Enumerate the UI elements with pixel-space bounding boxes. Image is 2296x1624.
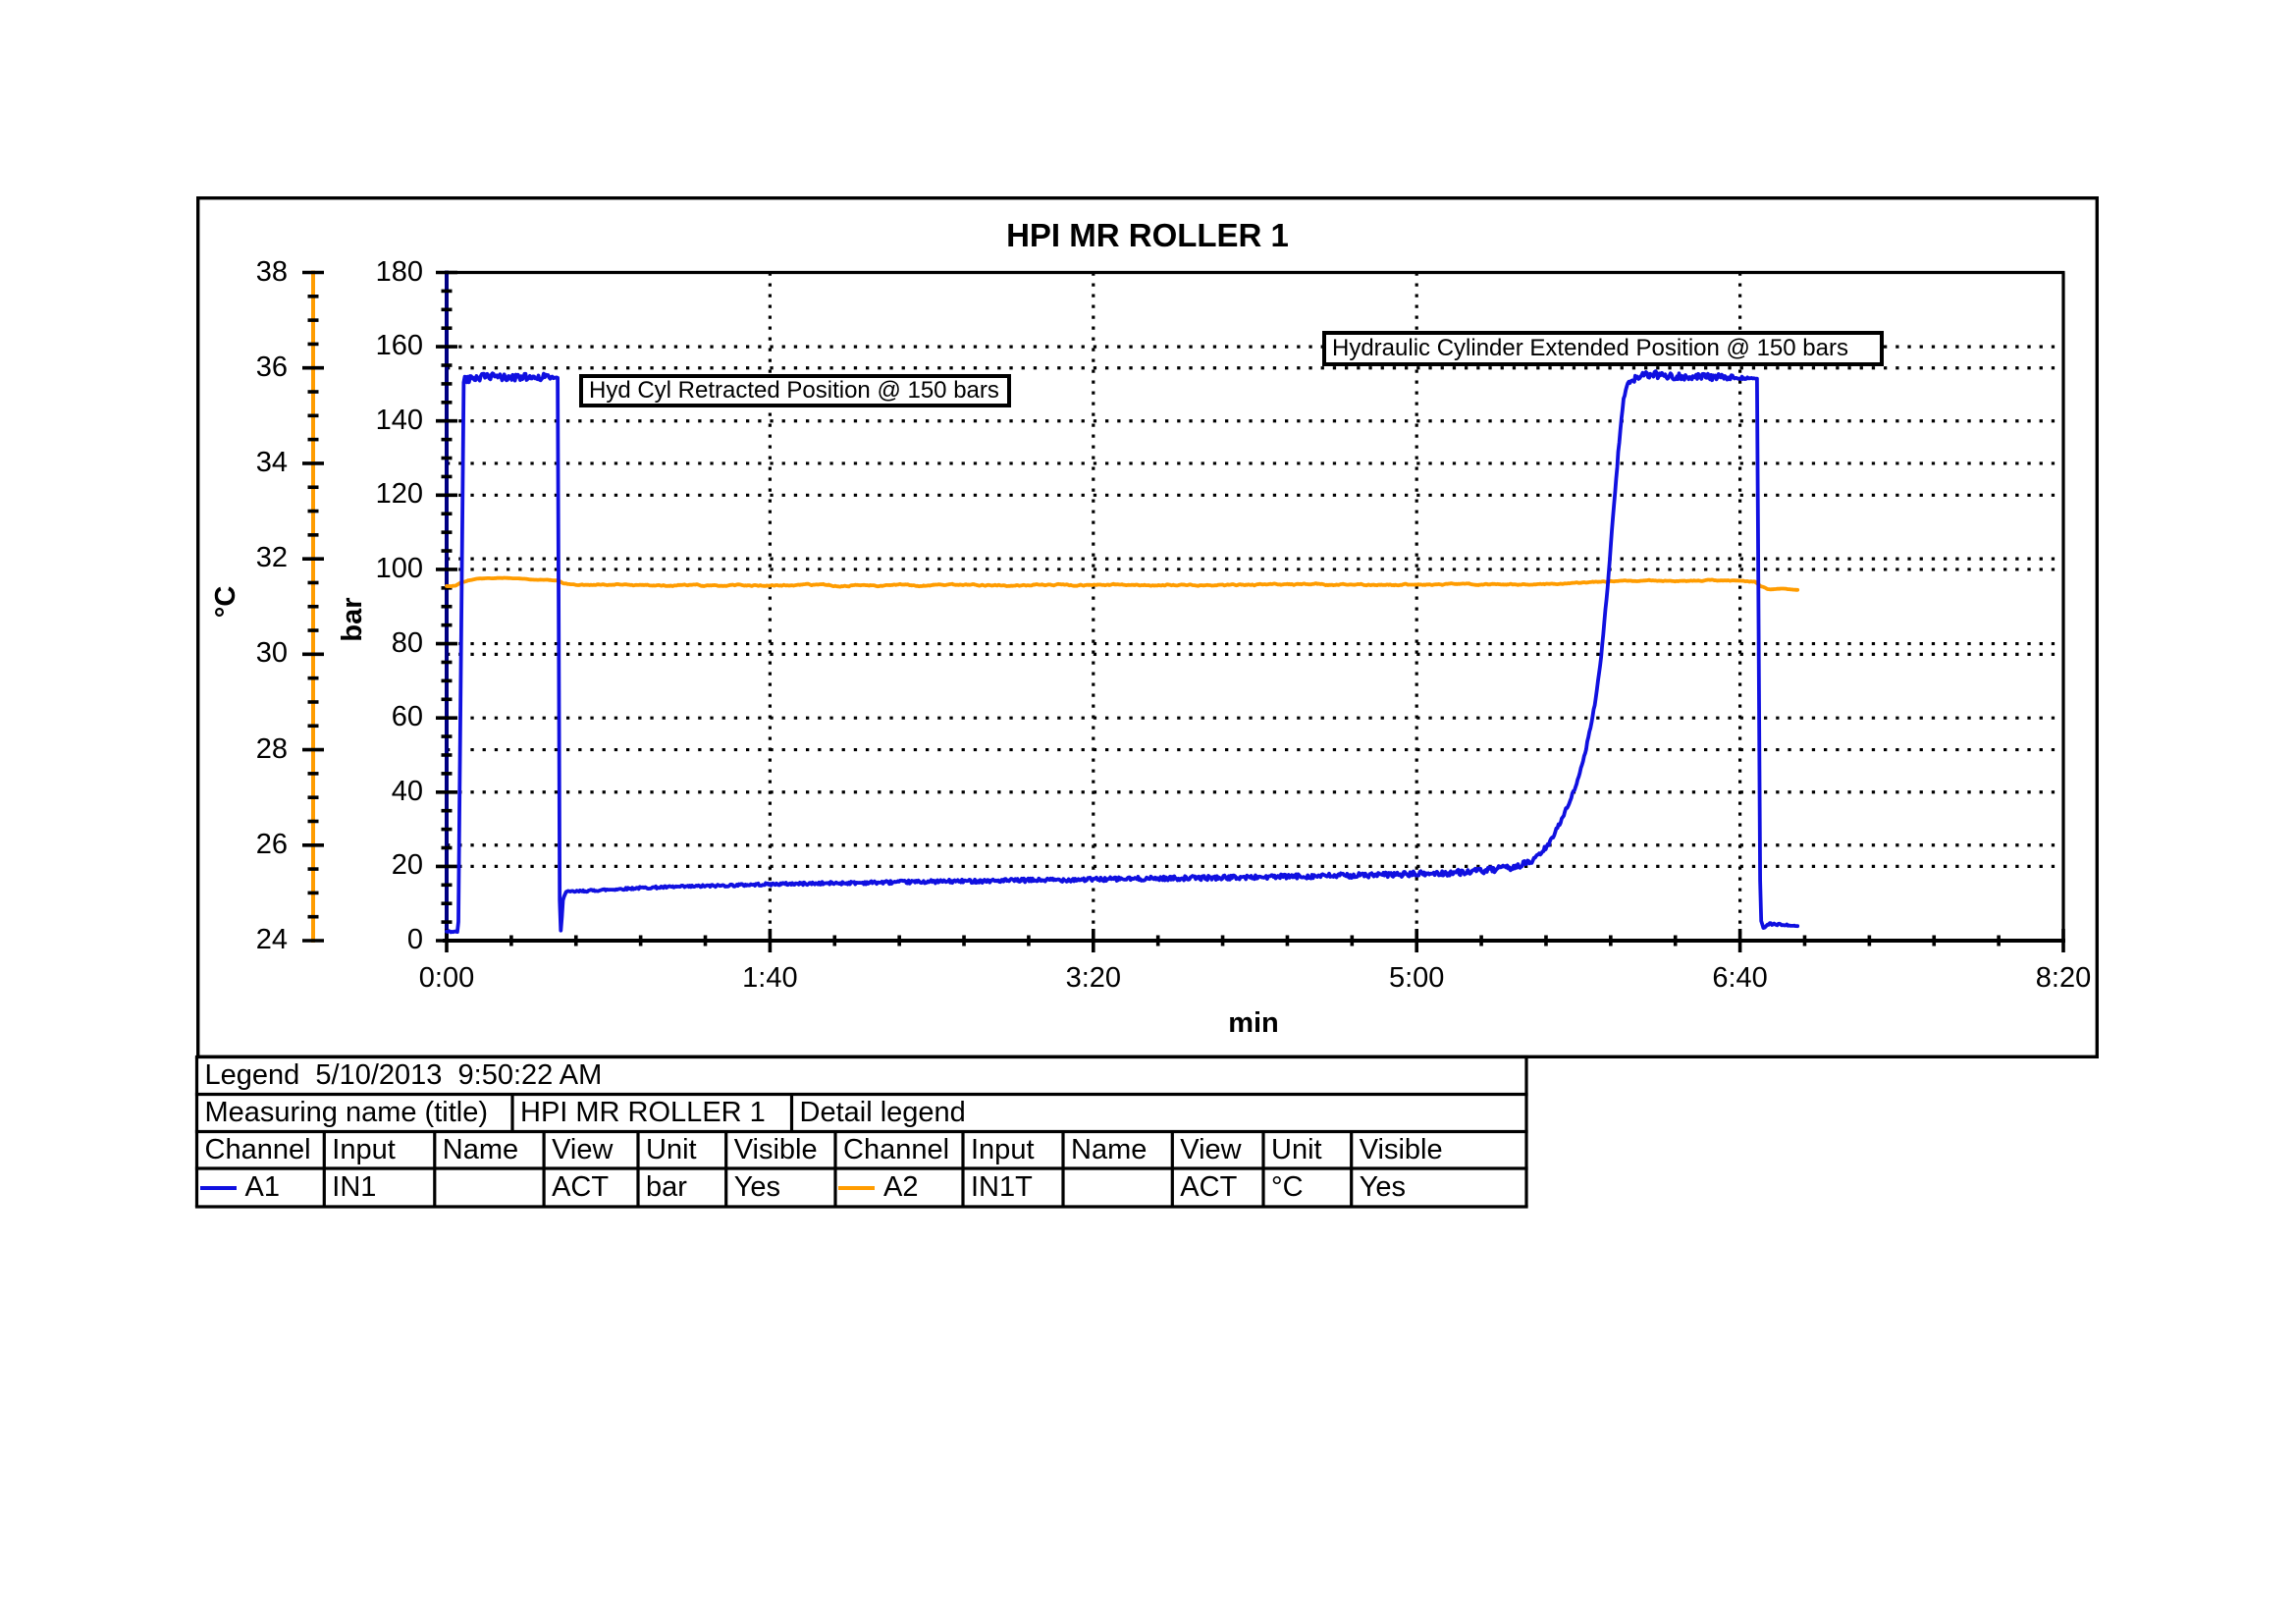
legend-a1-view-cell-text: ACT [552, 1171, 610, 1203]
celsius-tick-label-38: 38 [255, 255, 288, 288]
celsius-tick-label-36: 36 [255, 351, 288, 383]
annotation-extended-position: Hydraulic Cylinder Extended Position @ 1… [1322, 331, 1884, 366]
chart-title: HPI MR ROLLER 1 [1006, 217, 1289, 253]
legend-a2-unit-cell-text: °C [1271, 1171, 1304, 1203]
legend-column-header-channel-1: Channel [197, 1134, 325, 1167]
legend-column-header-input-2: Input [963, 1134, 1063, 1167]
legend-a1-visible-cell: Yes [726, 1170, 835, 1205]
legend-column-header-name-1: Name [435, 1134, 544, 1167]
legend-a2-unit-cell: °C [1263, 1170, 1352, 1205]
bar-tick-label-180: 180 [375, 255, 423, 288]
legend-column-header-view-2-text: View [1180, 1133, 1242, 1165]
legend-a1-channel-cell: A1 [197, 1170, 325, 1205]
legend-column-header-visible-2-text: Visible [1359, 1133, 1443, 1165]
x-axis-unit-label: min [1228, 1007, 1279, 1039]
celsius-tick-label-30: 30 [255, 637, 288, 670]
legend-a2-view-cell-text: ACT [1180, 1171, 1238, 1203]
legend-header-cell: Legend 5/10/2013 9:50:22 AM [197, 1059, 1527, 1093]
bar-tick-label-140: 140 [375, 404, 423, 436]
legend-a1-unit-cell-text: bar [646, 1171, 687, 1203]
legend-column-header-name-2: Name [1063, 1134, 1172, 1167]
time-tick-label-6:40: 6:40 [1712, 962, 1768, 994]
legend-a2-view-cell: ACT [1172, 1170, 1263, 1205]
legend-detail-label-cell: Detail legend [792, 1097, 1527, 1130]
legend-a1-view-cell: ACT [544, 1170, 638, 1205]
legend-column-header-name-2-text: Name [1071, 1133, 1148, 1165]
legend-column-header-unit-1: Unit [638, 1134, 726, 1167]
legend-column-header-input-1-text: Input [332, 1133, 396, 1165]
bar-tick-label-40: 40 [391, 775, 423, 807]
celsius-tick-label-24: 24 [255, 924, 288, 955]
legend-column-header-visible-1: Visible [726, 1134, 835, 1167]
annotation-extended-text: Hydraulic Cylinder Extended Position @ 1… [1332, 335, 1848, 361]
time-tick-label-3:20: 3:20 [1065, 962, 1122, 994]
legend-a1-input-cell: IN1 [324, 1170, 435, 1205]
legend-measuring-name-value-cell-text: HPI MR ROLLER 1 [520, 1097, 766, 1128]
legend-column-header-name-1-text: Name [442, 1133, 519, 1165]
legend-header-cell-text: Legend 5/10/2013 9:50:22 AM [204, 1059, 603, 1091]
legend-column-header-view-2: View [1172, 1134, 1263, 1167]
legend-a2-input-cell: IN1T [963, 1170, 1063, 1205]
legend-a2-visible-cell-text: Yes [1359, 1171, 1406, 1203]
legend-a1-visible-cell-text: Yes [733, 1171, 780, 1203]
legend-a1-channel-cell-text: A1 [244, 1171, 280, 1203]
time-tick-label-1:40: 1:40 [742, 962, 798, 994]
legend-a2-input-cell-text: IN1T [971, 1171, 1033, 1203]
curve-a1-pressure [445, 369, 1800, 935]
legend-a1-name-cell [435, 1170, 544, 1205]
time-tick-label-5:00: 5:00 [1388, 962, 1445, 994]
time-tick-label-8:20: 8:20 [2035, 962, 2092, 994]
legend-column-header-channel-2-text: Channel [843, 1133, 950, 1165]
legend-measuring-name-label-cell-text: Measuring name (title) [204, 1097, 489, 1128]
legend-a1-channel-cell-color-sample [199, 1185, 237, 1190]
legend-a2-channel-cell-text: A2 [883, 1171, 919, 1203]
legend-column-header-input-2-text: Input [971, 1133, 1035, 1165]
bar-tick-label-0: 0 [406, 924, 423, 955]
legend-column-header-input-1: Input [324, 1134, 435, 1167]
legend-measuring-name-label-cell: Measuring name (title) [197, 1097, 513, 1130]
celsius-axis-unit-label: °C [210, 585, 241, 619]
annotation-retracted-position: Hyd Cyl Retracted Position @ 150 bars [579, 374, 1011, 407]
bar-tick-label-60: 60 [391, 701, 423, 733]
bar-tick-label-80: 80 [391, 626, 423, 659]
legend-detail-label-cell-text: Detail legend [799, 1097, 966, 1128]
bar-tick-label-160: 160 [375, 330, 423, 362]
legend-column-header-channel-2: Channel [835, 1134, 963, 1167]
celsius-tick-label-34: 34 [255, 446, 288, 478]
bar-tick-label-20: 20 [391, 849, 423, 882]
curve-a2-temperature [445, 575, 1800, 592]
celsius-tick-label-28: 28 [255, 732, 288, 765]
bar-tick-label-100: 100 [375, 552, 423, 584]
annotation-retracted-text: Hyd Cyl Retracted Position @ 150 bars [589, 377, 999, 404]
legend-a1-unit-cell: bar [638, 1170, 726, 1205]
legend-a2-visible-cell: Yes [1352, 1170, 1526, 1205]
bar-tick-label-120: 120 [375, 478, 423, 511]
legend-column-header-channel-1-text: Channel [204, 1133, 311, 1165]
legend-a2-channel-cell: A2 [835, 1170, 963, 1205]
legend-column-header-unit-2-text: Unit [1271, 1133, 1322, 1165]
legend-column-header-view-1: View [544, 1134, 638, 1167]
celsius-tick-label-26: 26 [255, 828, 288, 860]
legend-a1-input-cell-text: IN1 [332, 1171, 377, 1203]
legend-column-header-visible-2: Visible [1352, 1134, 1526, 1167]
legend-column-header-visible-1-text: Visible [733, 1133, 818, 1165]
legend-column-header-unit-2: Unit [1263, 1134, 1352, 1167]
legend-measuring-name-value-cell: HPI MR ROLLER 1 [512, 1097, 792, 1130]
celsius-tick-label-32: 32 [255, 542, 288, 574]
legend-column-header-view-1-text: View [552, 1133, 614, 1165]
legend-column-header-unit-1-text: Unit [646, 1133, 697, 1165]
legend-a2-channel-cell-color-sample [838, 1185, 875, 1190]
time-tick-label-0:00: 0:00 [418, 962, 475, 994]
legend-a2-name-cell [1063, 1170, 1172, 1205]
